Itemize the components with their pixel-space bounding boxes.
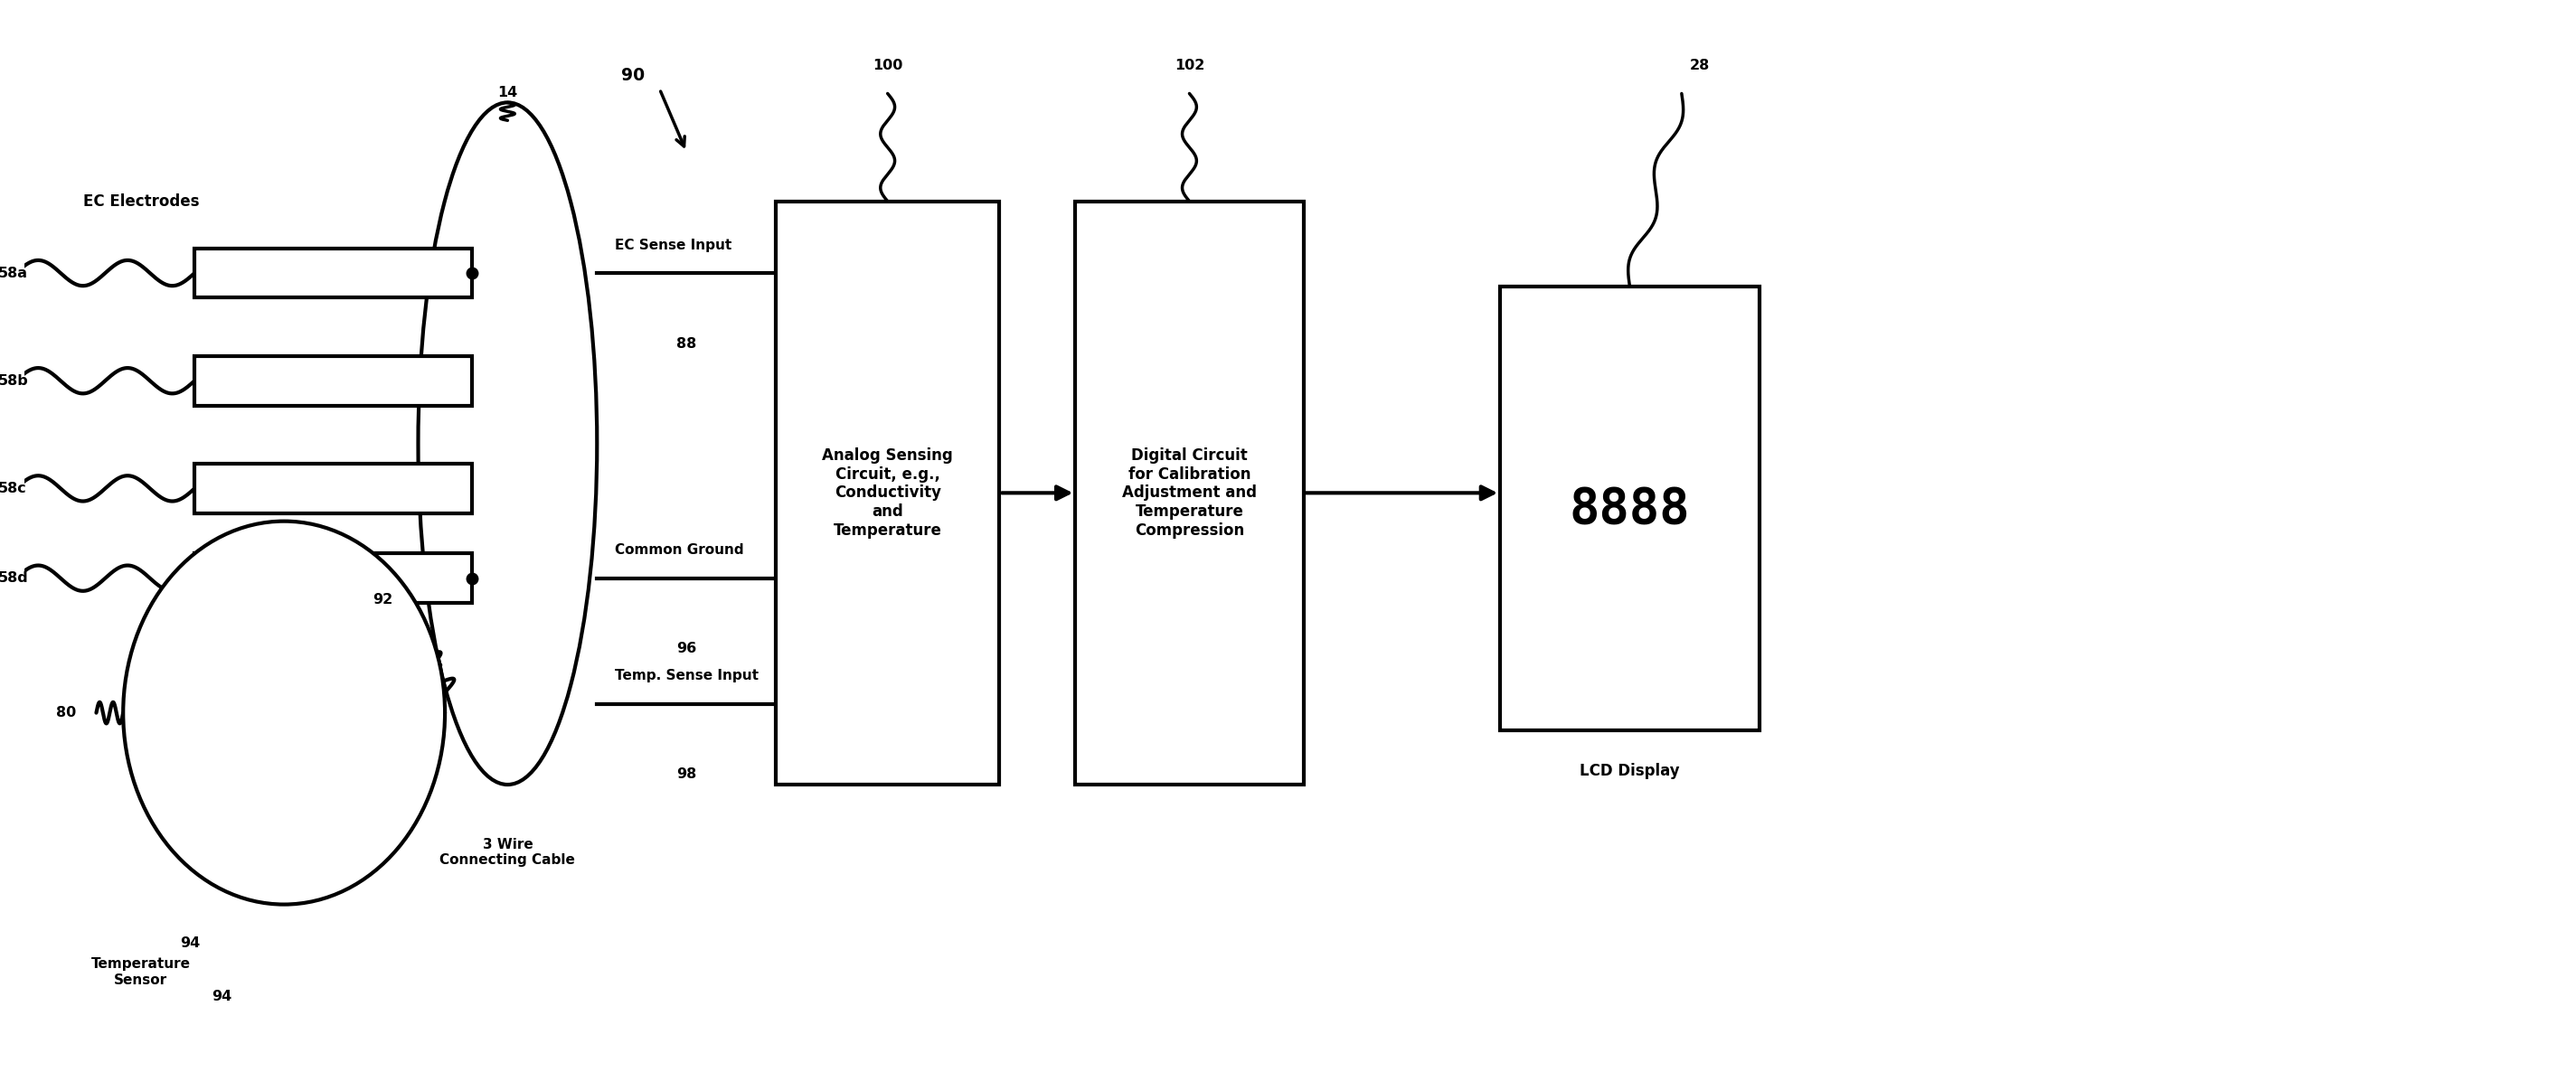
Text: 102: 102 (1175, 59, 1206, 72)
Text: LCD Display: LCD Display (1579, 762, 1680, 779)
Text: 94: 94 (180, 936, 201, 950)
Text: 3 Wire
Connecting Cable: 3 Wire Connecting Cable (440, 838, 574, 867)
Bar (1499, 286, 1759, 731)
Circle shape (124, 521, 446, 905)
Text: 58d: 58d (0, 571, 28, 585)
Text: 100: 100 (873, 59, 902, 72)
Bar (196, 464, 471, 513)
Text: Analog Sensing
Circuit, e.g.,
Conductivity
and
Temperature: Analog Sensing Circuit, e.g., Conductivi… (822, 447, 953, 538)
Text: Common Ground: Common Ground (616, 544, 744, 556)
Text: 8888: 8888 (1569, 485, 1690, 533)
Text: 58b: 58b (0, 374, 28, 387)
Bar (196, 249, 471, 298)
Text: 58c: 58c (0, 481, 26, 495)
Text: EC Sense Input: EC Sense Input (616, 238, 732, 252)
Text: EC Electrodes: EC Electrodes (82, 193, 198, 209)
Ellipse shape (417, 103, 598, 785)
Text: 98: 98 (677, 768, 696, 781)
Text: 94: 94 (211, 989, 232, 1003)
Text: 80: 80 (57, 706, 77, 719)
Text: Temp. Sense Input: Temp. Sense Input (616, 669, 760, 683)
Bar (1074, 202, 1303, 785)
Bar (196, 553, 471, 602)
Text: 88: 88 (677, 337, 696, 351)
Text: Temperature
Sensor: Temperature Sensor (90, 957, 191, 987)
Bar (775, 202, 999, 785)
Text: Digital Circuit
for Calibration
Adjustment and
Temperature
Compression: Digital Circuit for Calibration Adjustme… (1123, 447, 1257, 538)
Text: 14: 14 (497, 86, 518, 99)
Bar (196, 356, 471, 405)
Text: 90: 90 (621, 66, 644, 85)
Text: 28: 28 (1690, 59, 1710, 72)
Text: 92: 92 (374, 593, 392, 607)
Text: 96: 96 (677, 642, 696, 656)
Text: 58a: 58a (0, 266, 28, 280)
